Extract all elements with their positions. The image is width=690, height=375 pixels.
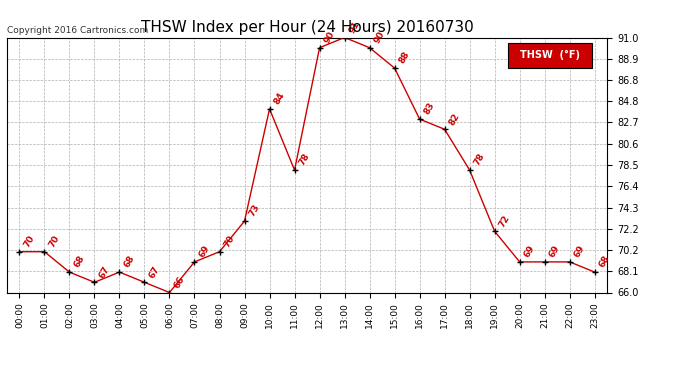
Text: 67: 67: [147, 264, 161, 279]
Text: 66: 66: [172, 274, 186, 290]
Text: 69: 69: [197, 244, 211, 259]
Text: 67: 67: [97, 264, 111, 279]
Text: 83: 83: [422, 101, 437, 116]
Text: 72: 72: [497, 213, 511, 228]
Text: 78: 78: [297, 152, 311, 167]
Text: 69: 69: [573, 244, 586, 259]
Text: 88: 88: [397, 50, 411, 65]
Text: 68: 68: [598, 254, 611, 269]
Text: 70: 70: [47, 234, 61, 249]
Text: 82: 82: [447, 111, 462, 126]
Text: 70: 70: [22, 234, 37, 249]
FancyBboxPatch shape: [508, 43, 592, 68]
Text: 90: 90: [322, 30, 337, 45]
Text: Copyright 2016 Cartronics.com: Copyright 2016 Cartronics.com: [7, 26, 148, 35]
Text: 78: 78: [473, 152, 486, 167]
Text: 91: 91: [347, 19, 362, 35]
Text: 69: 69: [547, 244, 562, 259]
Text: 68: 68: [72, 254, 86, 269]
Text: 84: 84: [273, 91, 286, 106]
Text: 69: 69: [522, 244, 537, 259]
Text: 68: 68: [122, 254, 137, 269]
Title: THSW Index per Hour (24 Hours) 20160730: THSW Index per Hour (24 Hours) 20160730: [141, 20, 473, 35]
Text: 70: 70: [222, 234, 237, 249]
Text: THSW  (°F): THSW (°F): [520, 50, 580, 60]
Text: 90: 90: [373, 30, 386, 45]
Text: 73: 73: [247, 203, 262, 218]
